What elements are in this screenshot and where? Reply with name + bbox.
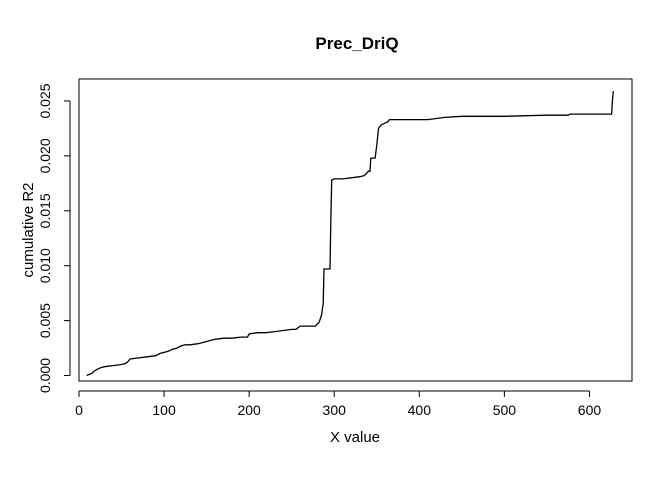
plot-frame xyxy=(78,78,633,382)
x-tick-label: 300 xyxy=(323,402,347,418)
y-axis-label: cumulative R2 xyxy=(20,182,37,277)
x-tick-label: 500 xyxy=(493,402,517,418)
x-tick-label: 100 xyxy=(152,402,176,418)
x-axis: 0 100 200 300 400 500 600 xyxy=(75,390,602,418)
x-tick-label: 200 xyxy=(237,402,261,418)
x-axis-label: X value xyxy=(330,429,380,446)
y-tick-label: 0.025 xyxy=(37,83,53,118)
y-tick-label: 0.020 xyxy=(37,138,53,173)
y-tick-label: 0.000 xyxy=(37,358,53,393)
y-tick-label: 0.010 xyxy=(37,248,53,283)
series-line-cumulative-r2 xyxy=(86,91,614,377)
y-axis: 0.000 0.005 0.010 0.015 0.020 0.025 xyxy=(37,83,71,393)
y-tick-label: 0.005 xyxy=(37,303,53,338)
x-tick-label: 600 xyxy=(578,402,602,418)
y-tick-label: 0.015 xyxy=(37,193,53,228)
x-tick-label: 0 xyxy=(75,402,83,418)
x-tick-label: 400 xyxy=(408,402,432,418)
chart-title: Prec_DriQ xyxy=(315,34,398,53)
